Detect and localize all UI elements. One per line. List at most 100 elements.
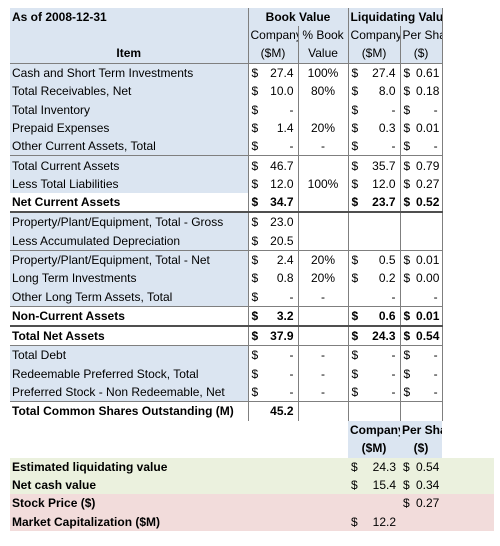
cell-d2: $ (347, 63, 363, 83)
cell-d3: $ (399, 249, 415, 270)
cell-d1: $ (247, 382, 262, 402)
summary-company-unit: ($M) (348, 439, 400, 458)
summary-cell-d2: $ (351, 459, 358, 474)
cell-lv: 27.4 (372, 66, 396, 81)
cell-bv: - (289, 102, 294, 117)
summary-cell-ps (414, 512, 442, 530)
item-header: Item (10, 44, 248, 64)
cell-d2: $ (347, 118, 363, 138)
row-label: Other Long Term Assets, Total (10, 287, 248, 307)
cell-d3: $ (399, 174, 415, 193)
cell-d1: $ (247, 174, 262, 193)
summary-per-share-header: Per Share (400, 421, 443, 440)
bv-company-unit: ($M) (247, 44, 298, 64)
cell-lv: - (362, 345, 401, 365)
cell-pct (297, 401, 349, 421)
cell-bv: 12.0 (270, 176, 294, 191)
cell-ps: 0.79 (414, 155, 443, 175)
cell-d1: $ (247, 82, 262, 101)
cell-lv: 12.0 (372, 176, 396, 191)
summary-cell-d3: $ (403, 459, 410, 474)
cell-d3: $ (399, 192, 415, 214)
cell-bv: - (262, 345, 298, 365)
table-row: Long Term Investments $0.8 20% $0.2 $0.00 (10, 269, 494, 288)
row-label: Total Debt (10, 345, 248, 365)
table-row: Prepaid Expenses $1.4 20% $0.3 $0.01 (10, 118, 494, 138)
cell-bv: 45.2 (262, 401, 298, 421)
bv-company-header: Company (247, 26, 298, 45)
cell-ps: 0.18 (414, 82, 443, 101)
cell-d2: $ (347, 192, 363, 214)
cell-bv: 23.0 (262, 211, 298, 232)
cell-d2: $ (347, 364, 363, 383)
summary-cell-d2: $ (351, 514, 358, 529)
table-row: Total Common Shares Outstanding (M) 45.2 (10, 401, 494, 421)
cell-pct: - (297, 382, 349, 402)
row-label: Redeemable Preferred Stock, Total (10, 364, 248, 383)
cell-d2: $ (347, 155, 363, 175)
liquidation-table: As of 2008-12-31 Book Value Liquidating … (10, 8, 494, 421)
cell-ps: - (414, 364, 443, 383)
cell-ps: 0.01 (414, 118, 443, 138)
cell-bv: - (289, 139, 294, 154)
cell-d2: $ (347, 382, 363, 402)
cell-bv: - (289, 385, 294, 400)
cell-bv: 46.7 (262, 155, 298, 175)
cell-d3 (399, 401, 415, 421)
summary-per-share-unit: ($) (400, 439, 443, 458)
cell-pct (297, 155, 349, 175)
table-row: Redeemable Preferred Stock, Total $ - - $ - $ - (10, 364, 494, 383)
cell-d1: $ (247, 364, 262, 383)
cell-pct: - (297, 287, 349, 307)
cell-d2: $ (347, 305, 363, 328)
cell-ps (414, 401, 443, 421)
cell-pct (297, 192, 349, 214)
cell-d2: $ (347, 269, 363, 288)
cell-pct: 100% (297, 174, 349, 193)
book-value-header: Book Value (247, 8, 349, 27)
cell-d1: $ (247, 118, 262, 138)
cell-d3: $ (399, 155, 415, 175)
lv-company-unit: ($M) (347, 44, 401, 64)
cell-d3: $ (399, 118, 415, 138)
cell-lv: 0.5 (362, 249, 401, 270)
cell-d3: $ (399, 382, 415, 402)
cell-d1: $ (247, 269, 262, 288)
cell-d1: $ (247, 155, 262, 175)
cell-d2 (347, 211, 363, 232)
table-row: Total Inventory $ - $ - $ - (10, 100, 494, 119)
cell-ps: 0.61 (414, 63, 443, 83)
lv-per-share-header: Per Share (399, 26, 443, 45)
row-label: Non-Current Assets (10, 305, 248, 328)
cell-d1: $ (247, 137, 262, 156)
table-row: Property/Plant/Equipment, Total - Net $2.… (10, 249, 494, 270)
table-row: Less Accumulated Depreciation $20.5 (10, 231, 494, 251)
cell-d2 (347, 231, 363, 251)
cell-d1: $ (247, 100, 262, 119)
summary-row: Market Capitalization ($M) $12.2 (10, 512, 495, 531)
cell-ps (414, 211, 443, 232)
cell-d2 (347, 287, 363, 307)
cell-pct: 20% (297, 118, 349, 138)
summary-company-header: Company (348, 421, 400, 440)
cell-pct (297, 231, 349, 251)
table-row: Less Total Liabilities $12.0 100% $12.0 $0.2… (10, 174, 494, 193)
table-row: Net Current Assets $34.7 $23.7 $0.52 (10, 192, 494, 214)
row-label: Total Current Assets (10, 155, 248, 175)
row-label: Total Net Assets (10, 325, 248, 346)
cell-pct: - (297, 345, 349, 365)
cell-d1: $ (247, 325, 262, 346)
cell-bv: 10.0 (270, 84, 294, 99)
cell-d2 (347, 401, 363, 421)
cell-d2: $ (347, 82, 363, 101)
cell-bv: - (289, 366, 294, 381)
row-label: Property/Plant/Equipment, Total - Gross (10, 211, 248, 232)
cell-d3: $ (399, 82, 415, 101)
row-label: Preferred Stock - Non Redeemable, Net (10, 382, 248, 402)
summary-cell-ps: 0.54 (416, 459, 440, 474)
cell-d1: $ (247, 211, 262, 232)
cell-d2: $ (347, 100, 363, 119)
cell-d2: $ (347, 249, 363, 270)
summary-label: Estimated liquidating value (12, 459, 168, 474)
summary-label: Market Capitalization ($M) (12, 514, 161, 529)
